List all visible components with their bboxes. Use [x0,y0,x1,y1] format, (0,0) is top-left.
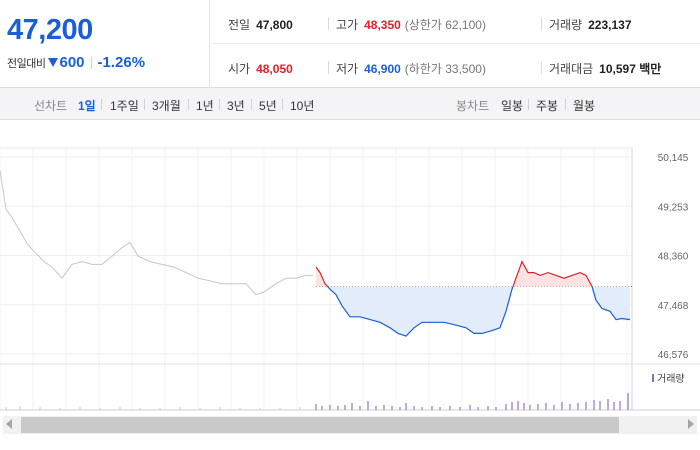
current-price-box: 47,200 전일대비 600 -1.26% [0,0,210,88]
day-low: 저가 46,900 (하한가 33,500) [336,60,486,77]
amount-label: 거래대금 [549,62,594,76]
stats-row-1: 전일 47,800 고가 48,350 (상한가 62,100) 거래량 223,137 [211,0,700,44]
lower-limit: (하한가 33,500) [404,62,486,76]
y-tick-label: 48,360 [658,252,689,263]
y-tick-label: 46,576 [658,350,689,361]
period-divider [565,99,566,110]
open-label: 시가 [228,62,251,76]
previous-period-line [0,170,313,296]
period-1-week[interactable]: 1주일 [110,99,139,113]
today-line-up [315,260,593,287]
period-10-years[interactable]: 10년 [290,99,315,113]
scroll-left-icon[interactable] [6,419,12,429]
period-5-years[interactable]: 5년 [259,99,277,113]
amount-value: 10,597 백만 [599,62,662,76]
change-rate: -1.26% [97,54,146,71]
upper-limit: (상한가 62,100) [404,18,486,32]
period-1-day[interactable]: 1일 [78,99,96,113]
period-divider [251,99,252,110]
change-row: 전일대비 600 -1.26% [7,54,145,71]
period-1-year[interactable]: 1년 [196,99,214,113]
loss-area [316,286,630,337]
period-3-years[interactable]: 3년 [227,99,245,113]
prev-close-label: 전일 [228,18,251,32]
period-divider [219,99,220,110]
period-divider [528,99,529,110]
chart-scrollbar-thumb[interactable] [21,417,619,433]
period-divider [101,99,102,110]
period-divider [282,99,283,110]
volume-value: 223,137 [588,18,632,32]
stat-divider [541,61,542,74]
stat-divider [328,17,329,30]
period-divider [144,99,145,110]
price-stats: 전일 47,800 고가 48,350 (상한가 62,100) 거래량 223,137… [211,0,700,88]
trade-amount: 거래대금 10,597 백만 [549,60,661,77]
y-tick-label: 50,145 [658,153,689,164]
candle-monthly[interactable]: 월봉 [573,99,596,113]
y-tick-label: 47,468 [658,301,689,312]
prev-close-value: 47,800 [256,18,293,32]
high-label: 고가 [336,18,359,32]
volume: 거래량 223,137 [549,16,632,33]
low-label: 저가 [336,62,359,76]
volume-label: 거래량 [549,18,583,32]
today-line-down [326,286,631,337]
price-chart: 50,145 49,253 48,360 47,468 46,576 거래량 [0,147,700,411]
down-triangle-icon [48,58,59,67]
period-3-months[interactable]: 3개월 [152,99,181,113]
low-value: 46,900 [364,62,401,76]
candle-chart-title: 봉차트 [456,99,490,113]
stats-row-2: 시가 48,050 저가 46,900 (하한가 33,500) 거래대금 10,597… [211,44,700,88]
stat-divider [541,17,542,30]
open-value: 48,050 [256,62,293,76]
high-value: 48,350 [364,18,401,32]
quote-header: 47,200 전일대비 600 -1.26% 전일 47,800 고가 48,350… [0,0,700,88]
change-amount: 600 [59,54,85,71]
stat-divider [328,61,329,74]
line-chart-title: 선차트 [34,99,68,113]
prev-close: 전일 47,800 [228,16,293,33]
volume-legend-marker [652,374,654,382]
volume-legend-label: 거래량 [657,373,685,385]
y-tick-label: 49,253 [658,202,689,213]
day-high: 고가 48,350 (상한가 62,100) [336,16,486,33]
scroll-right-icon[interactable] [688,419,694,429]
current-price: 47,200 [7,14,93,46]
change-label: 전일대비 [7,57,46,70]
gain-area [316,261,630,287]
period-divider [188,99,189,110]
change-divider [90,56,92,69]
open-price: 시가 48,050 [228,60,293,77]
candle-daily[interactable]: 일봉 [501,99,524,113]
period-toolbar: 선차트 1일 1주일 3개월 1년 3년 5년 10년 봉차트 일봉 주봉 월봉 [0,88,700,120]
candle-weekly[interactable]: 주봉 [536,99,559,113]
